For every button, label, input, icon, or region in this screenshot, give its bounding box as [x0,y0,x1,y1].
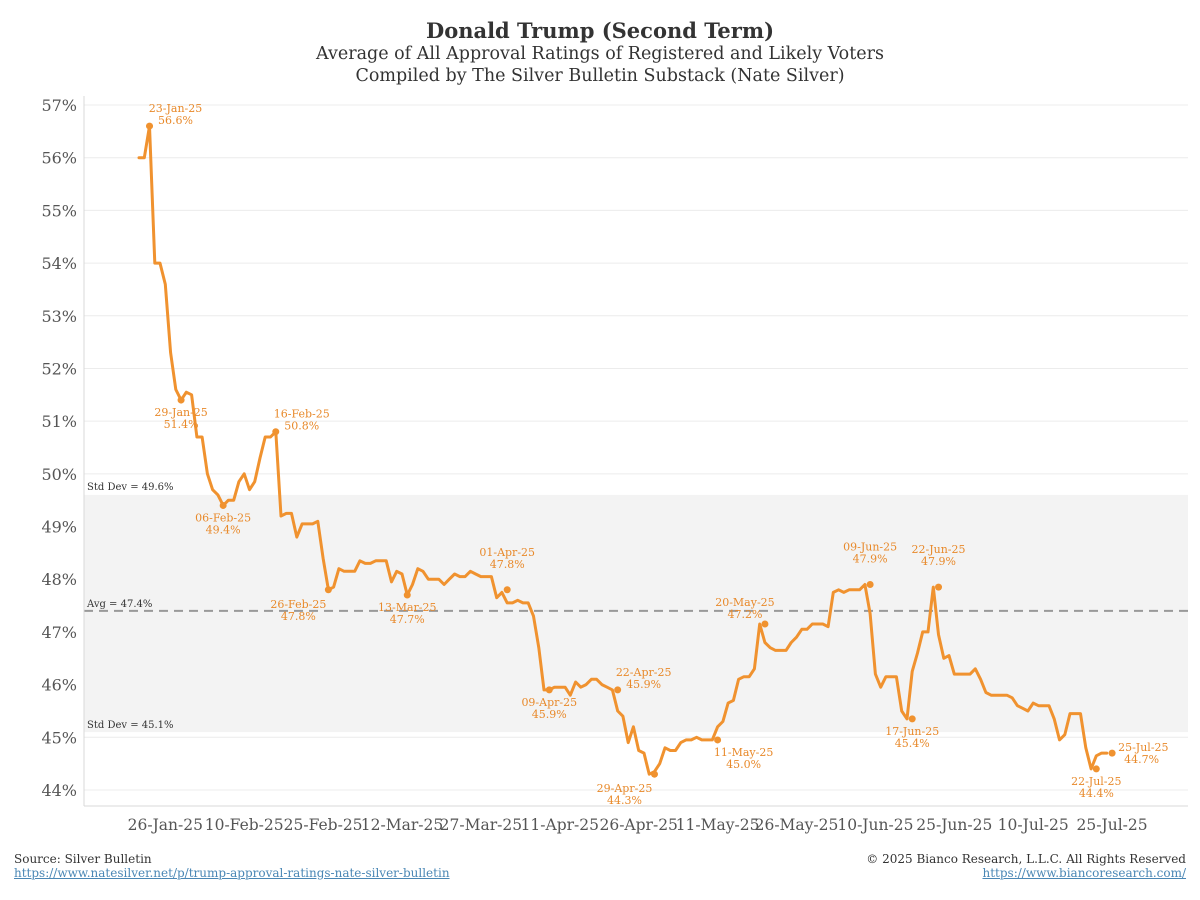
approval-series-line [137,124,1109,776]
x-tick-label: 25-Feb-25 [284,816,363,834]
source-label: Source: Silver Bulletin [14,852,152,866]
x-tick-label: 26-Jan-25 [128,816,203,834]
annotation-date: 20-May-25 [715,596,774,609]
data-point-marker [1108,749,1116,757]
data-point-marker [272,428,280,436]
std-dev-upper-label: Std Dev = 49.6% [87,482,174,493]
std-dev-band: Std Dev = 49.6% Std Dev = 45.1% Avg = 47.4… [84,482,1188,733]
annotation-date: 06-Feb-25 [195,511,251,524]
annotation-value: 56.6% [158,114,193,127]
y-tick-label: 57% [41,96,77,115]
data-point-marker [545,686,553,694]
x-tick-label: 27-Mar-25 [440,816,522,834]
annotation-value: 45.0% [726,758,761,771]
annotation-date: 13-Mar-25 [378,601,437,614]
axes: 57% 56% 55% 54% 53% 52% 51% 50% 49% 48% 47% 46% 45% 4… [41,96,1188,834]
data-point-marker [935,583,943,591]
y-tick-label: 45% [41,728,77,747]
y-tick-label: 46% [41,676,77,695]
annotation-value: 47.7% [390,613,425,626]
annotation-value: 47.8% [490,558,525,571]
annotation-date: 22-Jun-25 [912,543,966,556]
data-point-marker [503,586,511,594]
annotation-value: 45.9% [532,708,567,721]
data-point-marker [650,770,658,778]
x-tick-label: 10-Jun-25 [837,816,913,834]
y-tick-label: 50% [41,465,77,484]
annotation-value: 44.4% [1079,787,1114,800]
annotation-value: 44.7% [1124,753,1159,766]
annotation-date: 22-Apr-25 [616,666,672,679]
y-tick-label: 53% [41,307,77,326]
annotation-value: 47.9% [921,555,956,568]
x-tick-label: 12-Mar-25 [361,816,443,834]
chart-subtitle-2: Compiled by The Silver Bulletin Substack… [355,66,845,86]
chart-subtitle-1: Average of All Approval Ratings of Regis… [316,44,884,64]
series-group [137,124,1109,776]
data-point-marker [324,586,332,594]
x-tick-label: 10-Jul-25 [998,816,1069,834]
data-point-marker [146,122,154,130]
annotation-date: 16-Feb-25 [274,408,330,421]
annotation-date: 25-Jul-25 [1118,741,1168,754]
annotation-value: 47.9% [853,553,888,566]
data-point-marker [714,736,722,744]
annotation-date: 09-Jun-25 [843,541,897,554]
annotation-date: 29-Jan-25 [154,406,207,419]
y-tick-label: 48% [41,570,77,589]
bianco-link-wrap: https://www.biancoresearch.com/ [982,866,1186,880]
bianco-link[interactable]: https://www.biancoresearch.com/ [982,866,1186,880]
y-tick-label: 52% [41,359,77,378]
data-point-marker [177,396,185,404]
annotation-date: 11-May-25 [714,746,773,759]
x-tick-label: 11-May-25 [676,816,760,834]
x-tick-label: 11-Apr-25 [521,816,599,834]
annotation-value: 44.3% [607,794,642,807]
annotation-date: 09-Apr-25 [521,696,577,709]
source-link[interactable]: https://www.natesilver.net/p/trump-appro… [14,866,450,880]
y-tick-label: 55% [41,201,77,220]
annotation-date: 29-Apr-25 [597,782,653,795]
annotation-date: 01-Apr-25 [479,546,535,559]
data-point-marker [1092,765,1100,773]
y-tick-label: 56% [41,149,77,168]
std-dev-band-rect [84,494,1188,733]
annotation-value: 45.9% [626,678,661,691]
x-tick-label: 25-Jun-25 [916,816,992,834]
data-point-marker [761,620,769,628]
data-point-marker [614,686,622,694]
annotation-value: 45.4% [895,737,930,750]
x-tick-label: 26-Apr-25 [599,816,677,834]
y-tick-label: 44% [41,781,77,800]
average-label: Avg = 47.4% [86,599,152,610]
x-tick-label: 25-Jul-25 [1077,816,1148,834]
std-dev-lower-label: Std Dev = 45.1% [87,720,174,731]
annotation-value: 51.4% [164,418,199,431]
data-point-marker [403,591,411,599]
y-tick-label: 51% [41,412,77,431]
x-tick-label: 10-Feb-25 [205,816,284,834]
y-tick-label: 54% [41,254,77,273]
copyright-text: © 2025 Bianco Research, L.L.C. All Right… [866,852,1186,866]
annotation-value: 47.8% [281,610,316,623]
data-point-marker [866,581,874,588]
annotation-date: 26-Feb-25 [270,598,326,611]
chart-title: Donald Trump (Second Term) [425,18,775,43]
annotation-value: 47.2% [727,608,762,621]
y-tick-label: 47% [41,623,77,642]
annotation-value: 49.4% [206,523,241,536]
annotation-date: 23-Jan-25 [149,102,202,115]
annotation-date: 22-Jul-25 [1071,775,1121,788]
source-link-wrap: https://www.natesilver.net/p/trump-appro… [14,866,450,880]
annotation-value: 50.8% [284,420,319,433]
y-tick-label: 49% [41,518,77,537]
data-point-marker [908,715,916,723]
annotation-date: 17-Jun-25 [885,725,939,738]
x-tick-label: 26-May-25 [755,816,839,834]
data-point-marker [219,501,227,509]
